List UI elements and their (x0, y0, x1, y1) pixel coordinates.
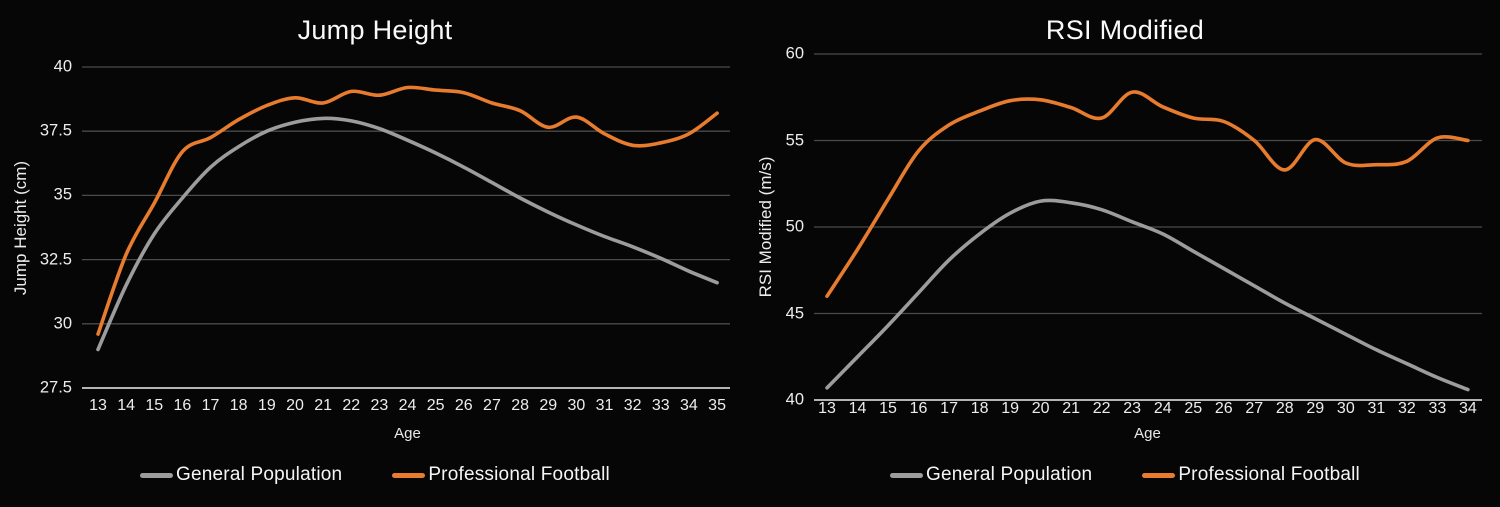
x-tick-label: 33 (1428, 400, 1447, 417)
x-tick-label: 24 (398, 397, 417, 414)
y-tick-label: 35 (53, 185, 72, 204)
legend-label: General Population (176, 464, 343, 485)
x-axis-title: Age (1134, 425, 1161, 442)
x-tick-label: 28 (511, 397, 529, 414)
x-tick-label: 30 (1336, 400, 1355, 417)
jump-height-chart: Jump Height Jump Height (cm) Age General… (0, 15, 750, 486)
x-tick-label: 33 (651, 397, 670, 414)
x-tick-label: 25 (426, 397, 445, 414)
x-tick-label: 26 (1214, 400, 1233, 417)
y-tick-label: 32.5 (39, 250, 72, 269)
x-tick-label: 26 (454, 397, 473, 414)
x-tick-label: 31 (1367, 400, 1386, 417)
y-tick-label: 45 (785, 304, 804, 322)
x-tick-label: 22 (342, 397, 361, 414)
x-tick-label: 19 (1001, 400, 1019, 417)
legend-item-professional-football: Professional Football (392, 464, 610, 486)
legend-swatch-professional-football (392, 472, 426, 478)
legend: General Population Professional Football (0, 464, 750, 486)
legend-item-professional-football: Professional Football (1142, 464, 1360, 486)
x-tick-label: 29 (539, 397, 558, 414)
x-tick-label: 16 (909, 400, 928, 417)
line-professional-football (96, 85, 719, 336)
x-tick-label: 17 (201, 397, 220, 414)
legend-label: Professional Football (1178, 464, 1360, 485)
x-tick-label: 19 (257, 397, 276, 414)
x-tick-label: 13 (818, 400, 836, 417)
x-tick-label: 18 (229, 397, 248, 414)
y-tick-label: 60 (785, 44, 804, 63)
x-tick-label: 18 (970, 400, 989, 417)
x-tick-label: 29 (1306, 400, 1325, 417)
y-tick-label: 50 (785, 217, 804, 236)
x-tick-label: 23 (370, 397, 389, 414)
legend-swatch-general-population (890, 472, 924, 478)
x-tick-label: 32 (1397, 400, 1416, 417)
x-tick-label: 24 (1153, 400, 1172, 417)
x-tick-label: 35 (708, 397, 726, 414)
x-tick-label: 13 (89, 397, 107, 414)
x-tick-label: 34 (1459, 400, 1477, 417)
x-tick-label: 31 (595, 397, 614, 414)
x-tick-label: 15 (145, 397, 164, 414)
line-general-population (825, 198, 1470, 392)
legend-item-general-population: General Population (890, 464, 1092, 486)
x-tick-label: 20 (1031, 400, 1050, 417)
x-tick-label: 16 (173, 397, 192, 414)
legend-label: Professional Football (428, 464, 610, 485)
x-tick-label: 34 (680, 397, 698, 414)
x-tick-label: 27 (483, 397, 501, 414)
plot-area (814, 53, 1482, 401)
y-tick-label: 27.5 (39, 378, 72, 397)
x-tick-label: 21 (1062, 400, 1081, 417)
line-general-population (96, 116, 719, 352)
legend-label: General Population (926, 464, 1093, 485)
legend-swatch-professional-football (1142, 472, 1176, 478)
x-tick-label: 22 (1092, 400, 1111, 417)
rsi-modified-chart: RSI Modified RSI Modified (m/s) Age Gene… (750, 0, 1500, 507)
y-tick-label: 55 (785, 131, 804, 149)
x-tick-label: 27 (1245, 400, 1264, 417)
y-tick-label: 40 (785, 390, 804, 409)
x-tick-label: 17 (940, 400, 958, 417)
chart-title: RSI Modified (1045, 15, 1205, 45)
x-tick-label: 23 (1123, 400, 1142, 417)
x-tick-label: 14 (117, 397, 136, 414)
y-tick-label: 30 (53, 314, 72, 333)
y-tick-label: 37.5 (39, 121, 72, 140)
x-tick-label: 15 (879, 400, 897, 417)
x-tick-label: 30 (567, 397, 586, 414)
chart-title: Jump Height (297, 15, 453, 45)
legend-item-general-population: General Population (140, 464, 342, 486)
x-tick-label: 14 (848, 400, 867, 417)
x-axis-title: Age (394, 425, 421, 442)
legend-swatch-general-population (140, 472, 174, 478)
plot-area (82, 66, 730, 389)
y-tick-label: 40 (53, 57, 72, 76)
x-tick-label: 25 (1184, 400, 1203, 417)
x-tick-label: 28 (1275, 400, 1294, 417)
x-tick-label: 21 (314, 397, 332, 414)
legend: General Population Professional Football (750, 464, 1500, 486)
line-professional-football (825, 90, 1470, 298)
x-tick-label: 32 (623, 397, 642, 414)
x-tick-label: 20 (286, 397, 304, 414)
